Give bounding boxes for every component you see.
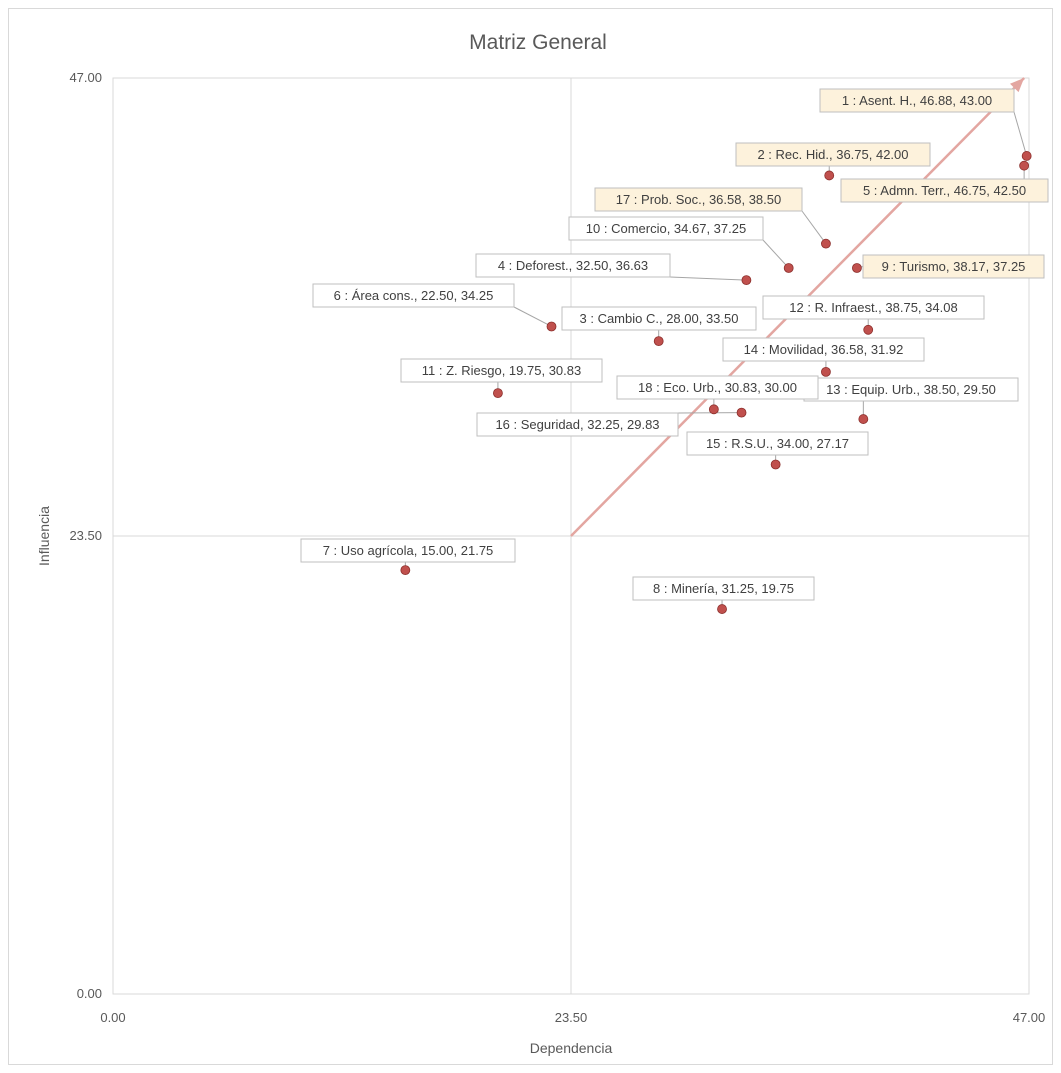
- data-point-2: [824, 170, 835, 181]
- data-label-text: 12 : R. Infraest., 38.75, 34.08: [789, 300, 957, 315]
- arrow-head: [1010, 78, 1025, 93]
- y-axis-ticks: 0.00 23.50 47.00: [69, 70, 102, 1001]
- data-label-5: 5 : Admn. Terr., 46.75, 42.50: [840, 178, 1049, 203]
- data-point-1: [1021, 151, 1032, 161]
- x-axis-title: Dependencia: [530, 1040, 613, 1056]
- data-label-box: [840, 178, 1049, 203]
- data-label-text: 7 : Uso agrícola, 15.00, 21.75: [323, 543, 494, 558]
- data-label-1: 1 : Asent. H., 46.88, 43.00: [819, 88, 1015, 113]
- data-label-9: 9 : Turismo, 38.17, 37.25: [862, 254, 1045, 279]
- data-point-14: [821, 366, 831, 377]
- data-point-15: [770, 459, 781, 470]
- data-label-text: 13 : Equip. Urb., 38.50, 29.50: [826, 382, 996, 397]
- data-point-8: [717, 604, 727, 614]
- data-points: [400, 151, 1032, 614]
- data-label-box: [722, 337, 925, 362]
- data-label-text: 10 : Comercio, 34.67, 37.25: [586, 221, 746, 236]
- data-label-box: [312, 283, 515, 308]
- data-point-12: [863, 324, 874, 335]
- data-point-16: [736, 407, 747, 418]
- data-label-text: 16 : Seguridad, 32.25, 29.83: [495, 417, 659, 432]
- data-point-7: [400, 565, 411, 576]
- x-tick-label: 47.00: [1013, 1010, 1046, 1025]
- data-label-16: 16 : Seguridad, 32.25, 29.83: [476, 412, 679, 437]
- data-label-box: [400, 358, 603, 383]
- data-point-13: [858, 414, 869, 424]
- data-label-text: 17 : Prob. Soc., 36.58, 38.50: [616, 192, 782, 207]
- data-label-text: 3 : Cambio C., 28.00, 33.50: [580, 311, 739, 326]
- data-point-17: [821, 238, 831, 249]
- data-label-7: 7 : Uso agrícola, 15.00, 21.75: [300, 538, 516, 563]
- data-label-13: 13 : Equip. Urb., 38.50, 29.50: [803, 377, 1019, 402]
- y-tick-label: 23.50: [69, 528, 102, 543]
- chart-title: Matriz General: [469, 31, 607, 54]
- data-label-box: [762, 295, 985, 320]
- data-label-box: [300, 538, 516, 563]
- data-label-box: [819, 88, 1015, 113]
- data-label-8: 8 : Minería, 31.25, 19.75: [632, 576, 815, 601]
- data-label-15: 15 : R.S.U., 34.00, 27.17: [686, 431, 869, 456]
- y-tick-label: 0.00: [77, 986, 102, 1001]
- data-label-2: 2 : Rec. Hid., 36.75, 42.00: [735, 142, 931, 167]
- x-tick-label: 23.50: [555, 1010, 588, 1025]
- data-label-box: [632, 576, 815, 601]
- leader-line: [801, 210, 827, 244]
- data-label-text: 4 : Deforest., 32.50, 36.63: [498, 258, 648, 273]
- data-label-text: 11 : Z. Riesgo, 19.75, 30.83: [422, 363, 581, 378]
- data-label-3: 3 : Cambio C., 28.00, 33.50: [561, 306, 757, 331]
- data-label-10: 10 : Comercio, 34.67, 37.25: [568, 216, 764, 241]
- data-labels: 1 : Asent. H., 46.88, 43.00 2 : Rec. Hid.…: [300, 88, 1049, 601]
- data-label-11: 11 : Z. Riesgo, 19.75, 30.83: [400, 358, 603, 383]
- data-label-17: 17 : Prob. Soc., 36.58, 38.50: [594, 187, 803, 212]
- data-label-box: [616, 375, 819, 400]
- data-label-18: 18 : Eco. Urb., 30.83, 30.00: [616, 375, 819, 400]
- data-point-18: [708, 404, 719, 415]
- data-point-9: [852, 263, 862, 273]
- data-label-box: [735, 142, 931, 167]
- y-tick-label: 47.00: [69, 70, 102, 85]
- data-label-box: [594, 187, 803, 212]
- data-label-text: 6 : Área cons., 22.50, 34.25: [334, 288, 494, 303]
- data-label-box: [568, 216, 764, 241]
- x-axis-ticks: 0.00 23.50 47.00: [100, 1010, 1045, 1025]
- data-label-text: 5 : Admn. Terr., 46.75, 42.50: [863, 183, 1026, 198]
- data-point-5: [1019, 160, 1030, 171]
- data-label-6: 6 : Área cons., 22.50, 34.25: [312, 283, 515, 308]
- leader-line: [669, 276, 747, 281]
- leader-line: [762, 239, 790, 269]
- data-label-4: 4 : Deforest., 32.50, 36.63: [475, 253, 671, 278]
- data-label-text: 8 : Minería, 31.25, 19.75: [653, 581, 794, 596]
- data-label-text: 15 : R.S.U., 34.00, 27.17: [706, 436, 849, 451]
- data-label-14: 14 : Movilidad, 36.58, 31.92: [722, 337, 925, 362]
- data-label-text: 18 : Eco. Urb., 30.83, 30.00: [638, 380, 797, 395]
- data-label-box: [561, 306, 757, 331]
- y-axis-title: Influencia: [36, 506, 52, 566]
- data-point-3: [653, 336, 664, 347]
- data-point-10: [783, 263, 794, 273]
- data-label-text: 2 : Rec. Hid., 36.75, 42.00: [757, 147, 908, 162]
- data-label-text: 1 : Asent. H., 46.88, 43.00: [842, 93, 992, 108]
- data-label-text: 9 : Turismo, 38.17, 37.25: [882, 259, 1026, 274]
- leader-line: [513, 306, 552, 327]
- data-label-12: 12 : R. Infraest., 38.75, 34.08: [762, 295, 985, 320]
- data-label-box: [686, 431, 869, 456]
- leader-line: [1013, 111, 1028, 157]
- data-point-11: [493, 388, 503, 399]
- data-label-box: [475, 253, 671, 278]
- data-point-4: [741, 275, 752, 286]
- data-label-box: [862, 254, 1045, 279]
- x-tick-label: 0.00: [100, 1010, 125, 1025]
- data-point-6: [546, 321, 557, 332]
- data-label-text: 14 : Movilidad, 36.58, 31.92: [744, 342, 904, 357]
- data-label-box: [476, 412, 679, 437]
